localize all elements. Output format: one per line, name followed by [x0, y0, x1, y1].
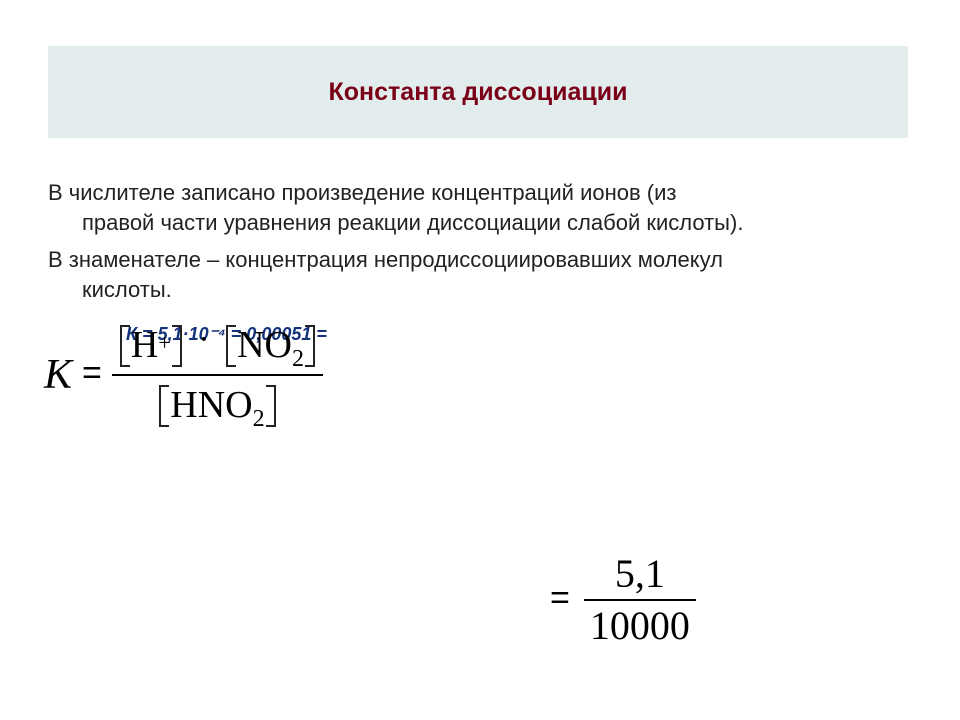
bracket-right-icon	[268, 383, 278, 429]
bracket-right-icon	[174, 323, 184, 369]
no-symbol: NO	[237, 325, 292, 367]
fraction: 5,1 10000	[584, 552, 696, 648]
denominator: HNO2	[151, 379, 283, 430]
h-symbol: H	[131, 325, 158, 367]
denominator-value: 10000	[584, 604, 696, 648]
hno-symbol: HNO	[170, 385, 252, 427]
body-text: В числителе записано произведение концен…	[48, 178, 918, 313]
title-banner: Константа диссоциации	[48, 46, 908, 138]
numerator: H+ · NO2	[112, 320, 323, 371]
p2-line2: кислоты.	[48, 275, 918, 305]
slide-title: Константа диссоциации	[329, 78, 628, 107]
term-no2: NO2	[224, 323, 317, 369]
multiply-dot: ·	[194, 321, 213, 358]
equals-sign: =	[550, 579, 570, 618]
equals-sign: =	[82, 354, 102, 393]
dissociation-formula: K = H+ · NO2	[44, 320, 323, 431]
no2-subscript: 2	[292, 347, 304, 371]
p2-line1: В знаменателе – концентрация непродиссоц…	[48, 247, 723, 272]
paragraph-2: В знаменателе – концентрация непродиссоц…	[48, 245, 918, 304]
p1-line1: В числителе записано произведение концен…	[48, 180, 677, 205]
numerator-value: 5,1	[609, 552, 671, 596]
bracket-left-icon	[157, 383, 167, 429]
fraction-bar	[112, 374, 323, 376]
numeric-fraction: = 5,1 10000	[550, 552, 696, 648]
hno2-subscript: 2	[253, 407, 265, 431]
bracket-right-icon	[307, 323, 317, 369]
bracket-left-icon	[224, 323, 234, 369]
formula-lhs: K	[44, 351, 72, 399]
fraction: H+ · NO2 HNO2	[112, 320, 323, 431]
h-superscript: +	[158, 331, 170, 355]
fraction-bar	[584, 599, 696, 601]
p1-line2: правой части уравнения реакции диссоциац…	[48, 208, 918, 238]
term-h-plus: H+	[118, 323, 184, 369]
term-hno2: HNO2	[157, 383, 277, 429]
paragraph-1: В числителе записано произведение концен…	[48, 178, 918, 237]
bracket-left-icon	[118, 323, 128, 369]
